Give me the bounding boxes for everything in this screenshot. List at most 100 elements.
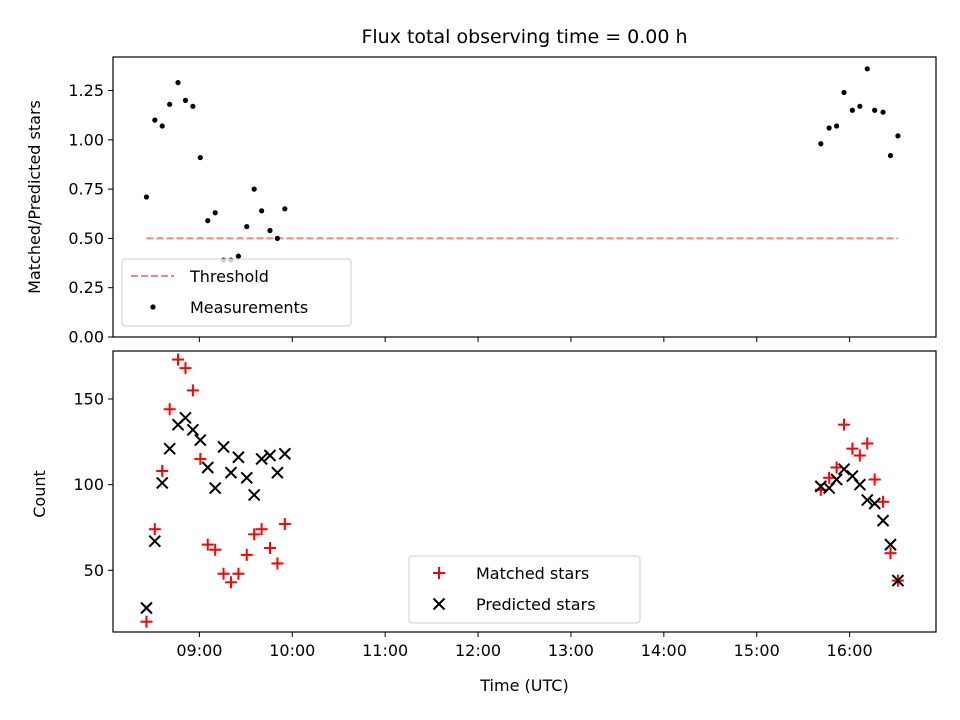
matched-star-point <box>271 557 284 570</box>
measurement-point <box>167 101 173 107</box>
legend-predicted-swatch <box>432 597 446 611</box>
predicted-star-point <box>140 601 153 615</box>
predicted-star-point <box>194 433 207 447</box>
matched-star-point <box>156 464 169 477</box>
measurement-point <box>834 123 840 129</box>
predicted-star-point <box>224 466 238 479</box>
predicted-star-point <box>853 478 867 491</box>
x-tick-label: 11:00 <box>362 641 408 660</box>
matched-star-point <box>861 437 874 450</box>
matched-star-point <box>830 461 843 474</box>
measurement-point <box>872 107 878 113</box>
predicted-star-point <box>837 463 851 476</box>
y-tick-label: 0.00 <box>68 328 104 347</box>
legend-label: Measurements <box>190 298 308 317</box>
predicted-star-point <box>876 514 890 527</box>
matched-star-point <box>201 538 214 551</box>
x-axis-label: Time (UTC) <box>479 676 568 695</box>
measurement-point <box>818 141 824 147</box>
legend-matched-swatch <box>433 567 445 579</box>
x-tick-label: 12:00 <box>455 641 501 660</box>
predicted-star-point <box>156 476 169 490</box>
bottom-plot-panel: 09:00 10:00 11:00 12:00 13:00 14:00 15:00 16:00… <box>73 350 937 660</box>
matched-star-point <box>148 523 161 536</box>
matched-star-point <box>248 528 261 541</box>
matched-star-point <box>194 452 207 465</box>
bottom-plot-ticks: 09:00 10:00 11:00 12:00 13:00 14:00 15:00 16:00… <box>73 389 872 660</box>
predicted-star-point <box>271 466 284 479</box>
matched-star-point <box>884 547 897 560</box>
top-legend: Threshold Measurements <box>121 258 352 327</box>
predicted-star-point <box>830 473 843 486</box>
predicted-star-point <box>891 574 905 587</box>
matched-star-point <box>823 471 836 484</box>
measurement-point <box>259 208 265 214</box>
matched-star-point <box>232 567 245 580</box>
top-plot-frame <box>112 56 937 338</box>
y-tick-label: 0.25 <box>68 278 104 297</box>
y-tick-label: 100 <box>73 475 104 494</box>
matched-star-point <box>140 615 153 628</box>
matched-star-point <box>209 543 222 556</box>
predicted-star-point <box>861 493 874 507</box>
measurement-point <box>864 66 870 72</box>
measurement-point <box>235 253 242 259</box>
legend-box <box>121 258 352 327</box>
measurement-point <box>251 186 257 192</box>
matched-star-point <box>263 542 276 555</box>
matched-star-point <box>838 418 851 431</box>
bottom-legend: Matched stars Predicted stars <box>408 555 641 624</box>
measurement-point <box>282 206 288 212</box>
predicted-star-point <box>201 461 214 474</box>
matched-star-point <box>217 567 230 580</box>
predicted-star-point <box>232 451 245 464</box>
x-tick-label: 16:00 <box>827 641 873 660</box>
top-plot-panel: 0.00 0.25 0.50 0.75 1.00 1.25 Threshold Measur… <box>68 56 937 347</box>
matched-star-point <box>224 576 237 589</box>
y-tick-label: 0.75 <box>68 180 104 199</box>
x-tick-label: 14:00 <box>641 641 687 660</box>
y-tick-label: 1.25 <box>68 81 104 100</box>
legend-label: Matched stars <box>476 564 589 583</box>
matched-star-point <box>186 384 199 397</box>
predicted-star-point <box>263 449 277 462</box>
top-plot-ticks: 0.00 0.25 0.50 0.75 1.00 1.25 <box>68 81 851 347</box>
matched-star-point <box>278 518 291 531</box>
predicted-star-point <box>163 442 176 455</box>
predicted-star-point <box>247 488 261 502</box>
matched-star-point <box>240 548 253 561</box>
matched-star-point <box>853 449 866 462</box>
measurement-point <box>175 80 181 86</box>
predicted-star-point <box>255 452 268 466</box>
predicted-star-point <box>278 447 292 461</box>
matched-star-point <box>179 362 192 375</box>
y-tick-label: 150 <box>73 389 104 408</box>
measurement-point <box>880 109 886 115</box>
bottom-y-axis-label: Count <box>30 470 49 518</box>
matched-star-point <box>846 442 859 455</box>
x-tick-label: 15:00 <box>734 641 780 660</box>
predicted-star-point <box>186 423 200 437</box>
matched-star-point <box>877 495 890 508</box>
measurement-point <box>826 125 832 131</box>
measurement-point <box>197 154 203 161</box>
matched-star-point <box>255 523 268 536</box>
legend-label: Threshold <box>189 267 269 286</box>
measurement-point <box>887 152 894 159</box>
measurement-point <box>190 103 196 109</box>
measurement-point <box>182 97 189 103</box>
predicted-star-point <box>884 538 897 551</box>
measurement-point <box>212 210 218 216</box>
measurement-point <box>895 133 901 139</box>
legend-box <box>408 555 641 624</box>
matched-star-point <box>163 403 176 416</box>
measurement-point <box>274 235 281 242</box>
x-tick-label: 09:00 <box>176 641 222 660</box>
measurement-point <box>857 103 863 109</box>
measurement-point <box>205 218 211 224</box>
measurement-point <box>849 107 855 113</box>
x-tick-label: 13:00 <box>548 641 594 660</box>
y-tick-label: 50 <box>84 561 104 580</box>
x-tick-label: 10:00 <box>269 641 315 660</box>
